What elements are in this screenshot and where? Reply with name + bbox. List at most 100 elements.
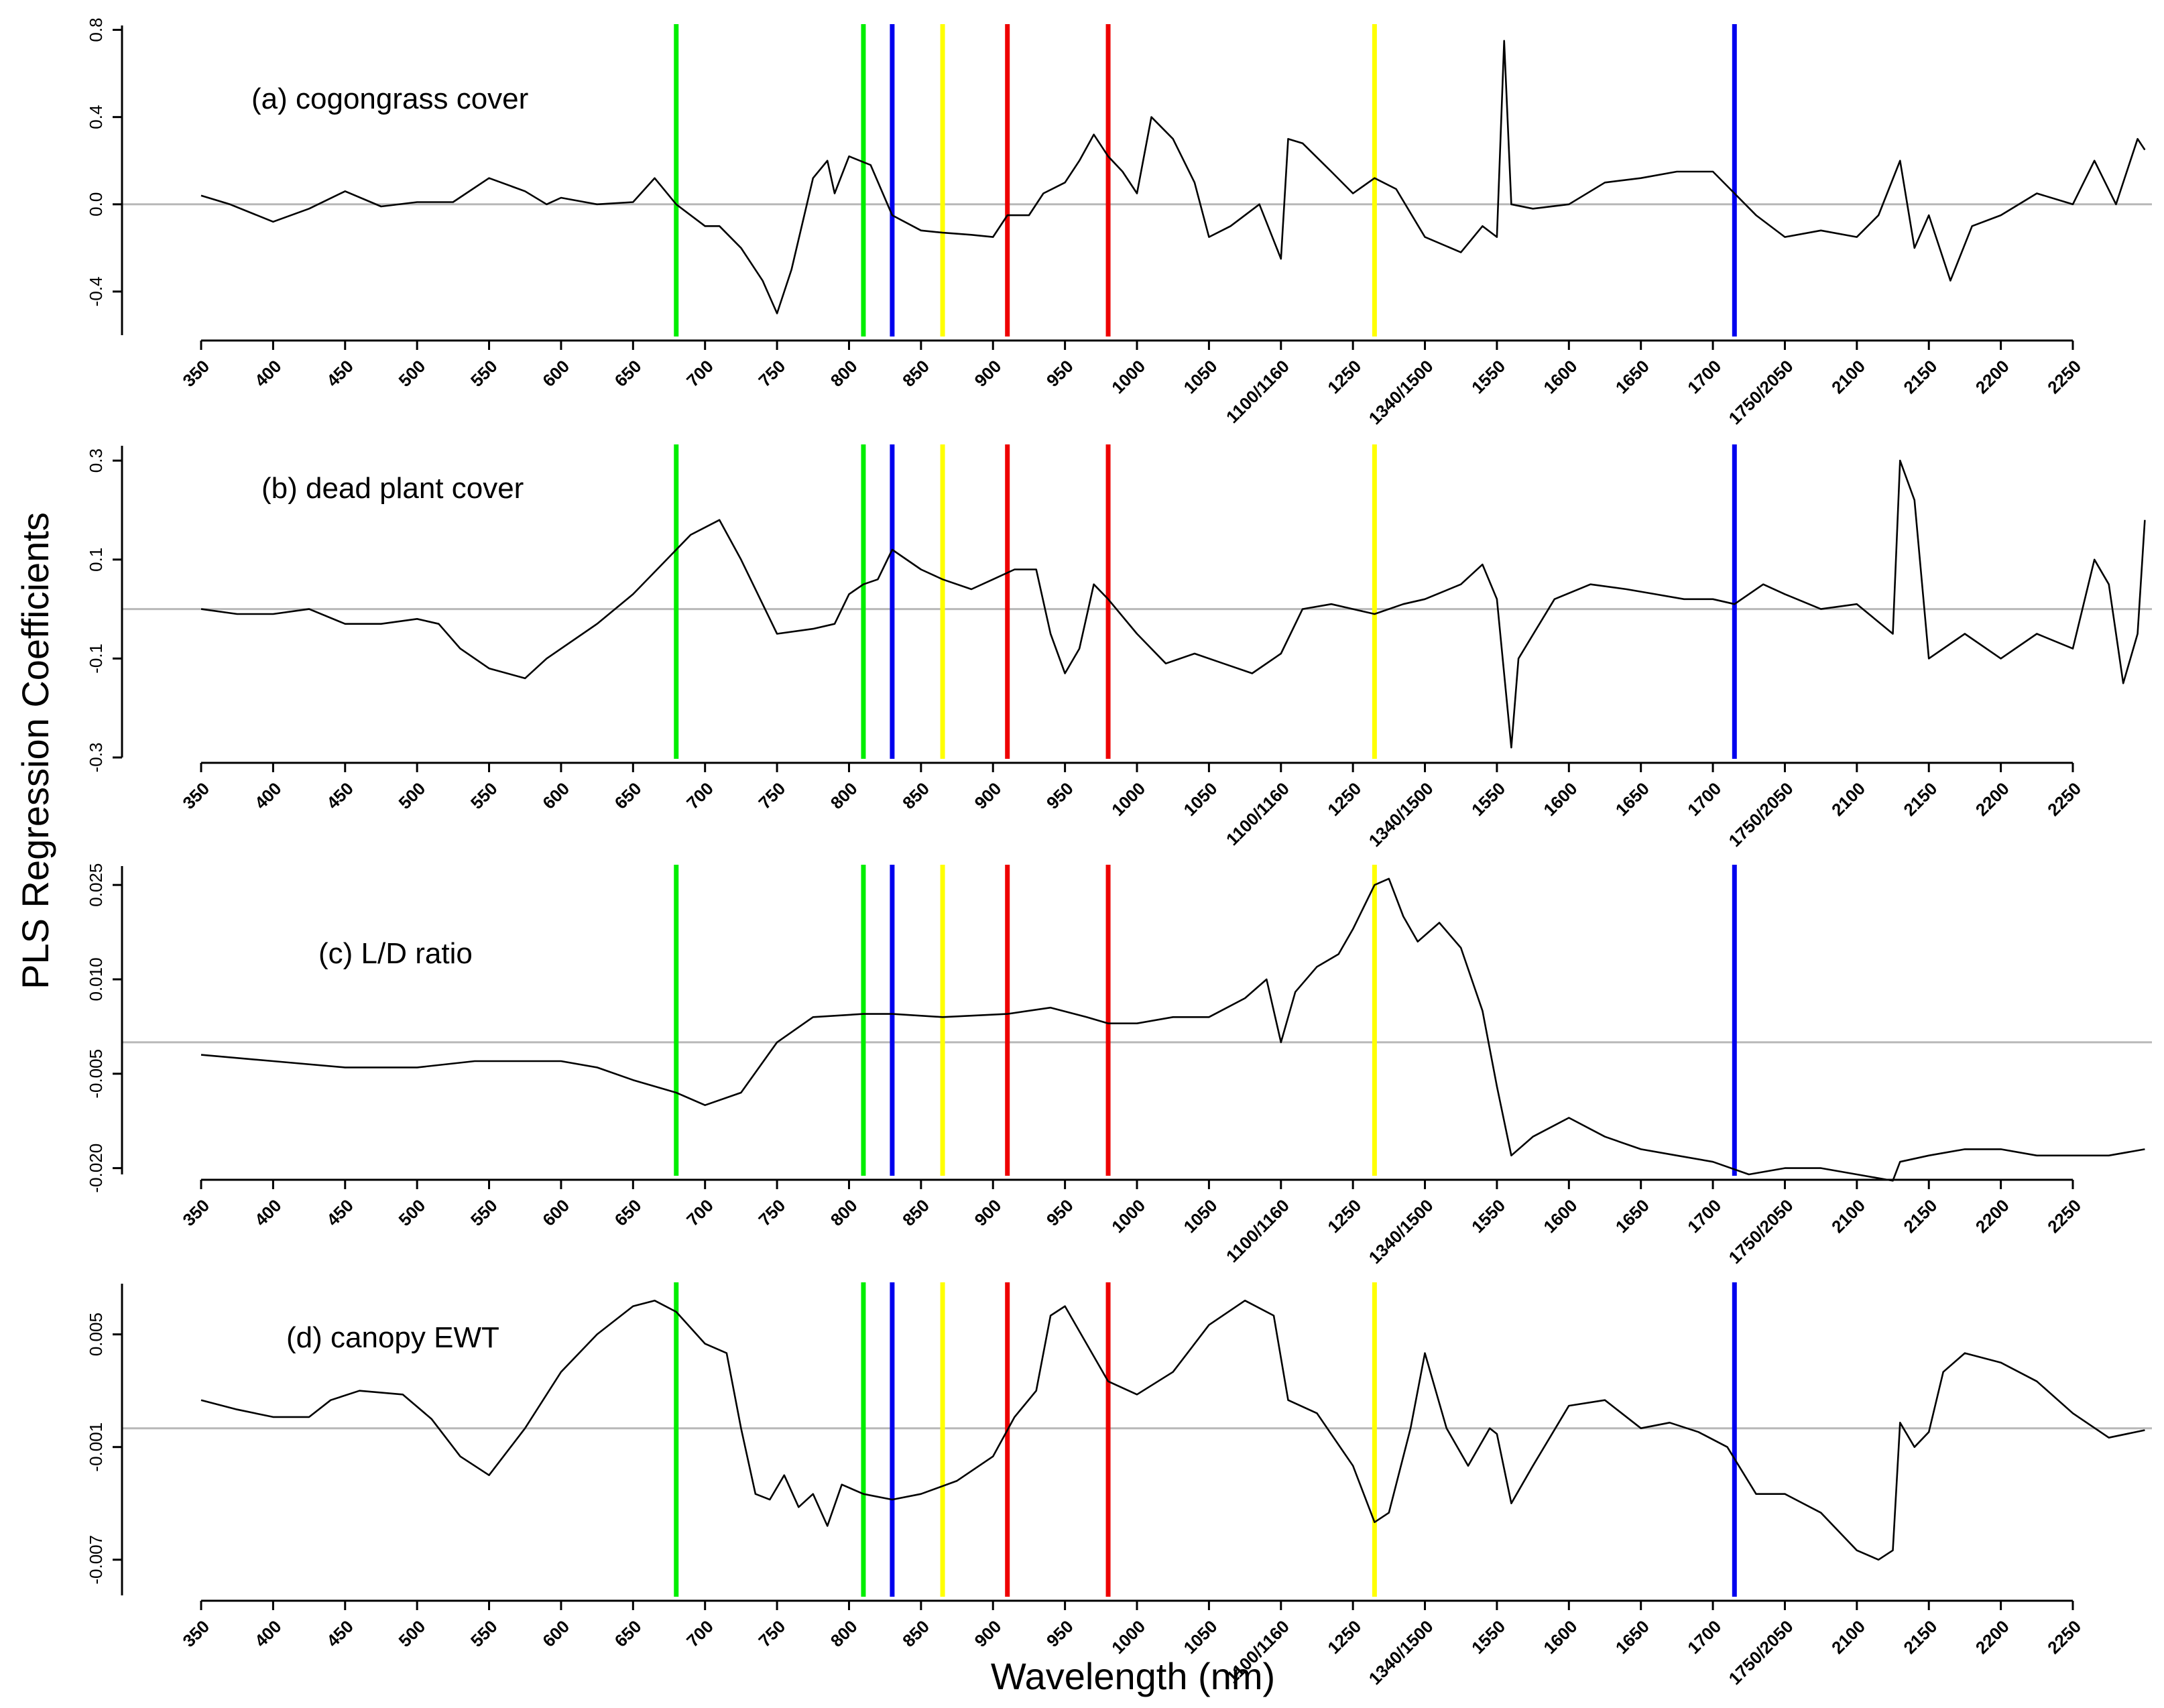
- x-tick-label: 400: [251, 1616, 286, 1651]
- x-tick-label: 1250: [1323, 1616, 1365, 1658]
- x-tick-label: 2150: [1899, 1195, 1941, 1237]
- x-tick-label: 400: [251, 356, 286, 391]
- x-tick-label: 1650: [1612, 1616, 1653, 1658]
- x-tick-label: 950: [1042, 1616, 1077, 1651]
- x-tick-label: 850: [898, 778, 933, 813]
- x-tick-label: 1100/1160: [1222, 778, 1293, 849]
- x-tick-label: 950: [1042, 356, 1077, 391]
- x-tick-label: 650: [611, 778, 646, 813]
- x-tick-label: 500: [395, 1616, 430, 1651]
- y-tick-label: -0.4: [86, 277, 106, 307]
- x-tick-label: 2150: [1899, 356, 1941, 398]
- x-tick-label: 1340/1500: [1365, 356, 1437, 428]
- x-tick-label: 2100: [1827, 1616, 1869, 1658]
- x-tick-label: 550: [467, 778, 501, 813]
- x-tick-label: 850: [898, 356, 933, 391]
- x-tick-label: 1700: [1683, 1195, 1725, 1237]
- x-tick-label: 650: [611, 356, 646, 391]
- y-tick-label: -0.001: [86, 1422, 106, 1472]
- x-tick-label: 2250: [2043, 1195, 2085, 1237]
- x-tick-label: 800: [827, 356, 861, 391]
- x-tick-label: 1750/2050: [1725, 1616, 1797, 1689]
- x-tick-label: 600: [538, 356, 573, 391]
- x-tick-label: 900: [971, 1616, 1006, 1651]
- x-tick-label: 1650: [1612, 1195, 1653, 1237]
- series-line: [200, 877, 2145, 1182]
- x-tick-label: 750: [754, 778, 789, 813]
- x-tick-label: 1700: [1683, 1616, 1725, 1658]
- panel-a: -0.4 0.0 0.4 0.8 350 400 450 500 550 600 650 700 750…: [86, 17, 2152, 428]
- x-tick-label: 1050: [1180, 1195, 1221, 1237]
- x-tick-label: 700: [682, 778, 717, 813]
- x-tick-label: 350: [178, 778, 213, 813]
- x-tick-label: 900: [971, 356, 1006, 391]
- x-tick-label: 450: [322, 778, 357, 813]
- x-tick-label: 1550: [1467, 356, 1509, 398]
- x-tick-label: 950: [1042, 1195, 1077, 1230]
- panel-d: -0.007 -0.001 0.005 350 400 450 500 550 600 650 70…: [86, 1282, 2152, 1689]
- x-tick-label: 450: [322, 1195, 357, 1230]
- x-tick-label: 850: [898, 1616, 933, 1651]
- y-tick-label: -0.007: [86, 1535, 106, 1585]
- x-tick-label: 1250: [1323, 778, 1365, 820]
- panel-b: -0.3 -0.1 0.1 0.3 350 400 450 500 550 600 650 700 75…: [86, 444, 2152, 851]
- x-tick-label: 1100/1160: [1222, 1195, 1293, 1266]
- x-tick-label: 2100: [1827, 778, 1869, 820]
- panel-title: (c) L/D ratio: [318, 937, 473, 970]
- x-tick-label: 2250: [2043, 356, 2085, 398]
- x-tick-label: 1600: [1539, 1195, 1581, 1237]
- x-tick-label: 500: [395, 356, 430, 391]
- y-tick-label: 0.005: [86, 1313, 106, 1356]
- x-tick-label: 350: [178, 1195, 213, 1230]
- x-tick-label: 1650: [1612, 778, 1653, 820]
- x-tick-label: 1340/1500: [1365, 778, 1437, 851]
- x-tick-label: 1600: [1539, 356, 1581, 398]
- y-tick-label: 0.8: [86, 17, 106, 42]
- y-tick-label: 0.025: [86, 863, 106, 907]
- x-tick-label: 900: [971, 1195, 1006, 1230]
- y-tick-label: 0.1: [86, 548, 106, 572]
- y-axis-title: PLS Regression Coefficients: [14, 512, 56, 989]
- x-tick-label: 800: [827, 778, 861, 813]
- x-tick-label: 1050: [1180, 356, 1221, 398]
- x-tick-label: 1000: [1107, 778, 1149, 820]
- x-tick-label: 2200: [1972, 1195, 2013, 1237]
- x-tick-label: 450: [322, 1616, 357, 1651]
- y-tick-label: 0.4: [86, 105, 106, 129]
- x-tick-label: 350: [178, 356, 213, 391]
- x-tick-label: 750: [754, 1195, 789, 1230]
- y-tick-label: 0.010: [86, 957, 106, 1001]
- x-axis-title: Wavelength (nm): [991, 1655, 1275, 1697]
- panel-c: -0.020 -0.005 0.010 0.025 350 400 450 500 550 600…: [86, 863, 2152, 1268]
- x-tick-label: 1750/2050: [1725, 1195, 1797, 1268]
- x-tick-label: 2150: [1899, 1616, 1941, 1658]
- x-tick-label: 1250: [1323, 356, 1365, 398]
- x-tick-label: 950: [1042, 778, 1077, 813]
- x-tick-label: 1100/1160: [1222, 356, 1293, 427]
- x-tick-label: 700: [682, 356, 717, 391]
- x-tick-label: 650: [611, 1616, 646, 1651]
- x-tick-label: 1750/2050: [1725, 778, 1797, 851]
- y-tick-label: -0.020: [86, 1144, 106, 1193]
- x-tick-label: 1000: [1107, 1616, 1149, 1658]
- panel-title: (a) cogongrass cover: [251, 82, 528, 115]
- x-tick-label: 500: [395, 1195, 430, 1230]
- x-tick-label: 450: [322, 356, 357, 391]
- series-line: [200, 1299, 2145, 1561]
- x-tick-label: 550: [467, 1616, 501, 1651]
- x-tick-label: 1650: [1612, 356, 1653, 398]
- x-tick-label: 2250: [2043, 778, 2085, 820]
- x-tick-label: 350: [178, 1616, 213, 1651]
- panel-title: (d) canopy EWT: [286, 1321, 499, 1354]
- series-line: [200, 459, 2146, 749]
- y-tick-label: -0.1: [86, 644, 106, 674]
- x-tick-label: 900: [971, 778, 1006, 813]
- x-tick-label: 1550: [1467, 1195, 1509, 1237]
- x-tick-label: 1600: [1539, 778, 1581, 820]
- x-tick-label: 1000: [1107, 356, 1149, 398]
- x-tick-label: 2100: [1827, 1195, 1869, 1237]
- x-tick-label: 750: [754, 356, 789, 391]
- x-tick-label: 650: [611, 1195, 646, 1230]
- x-tick-label: 1550: [1467, 778, 1509, 820]
